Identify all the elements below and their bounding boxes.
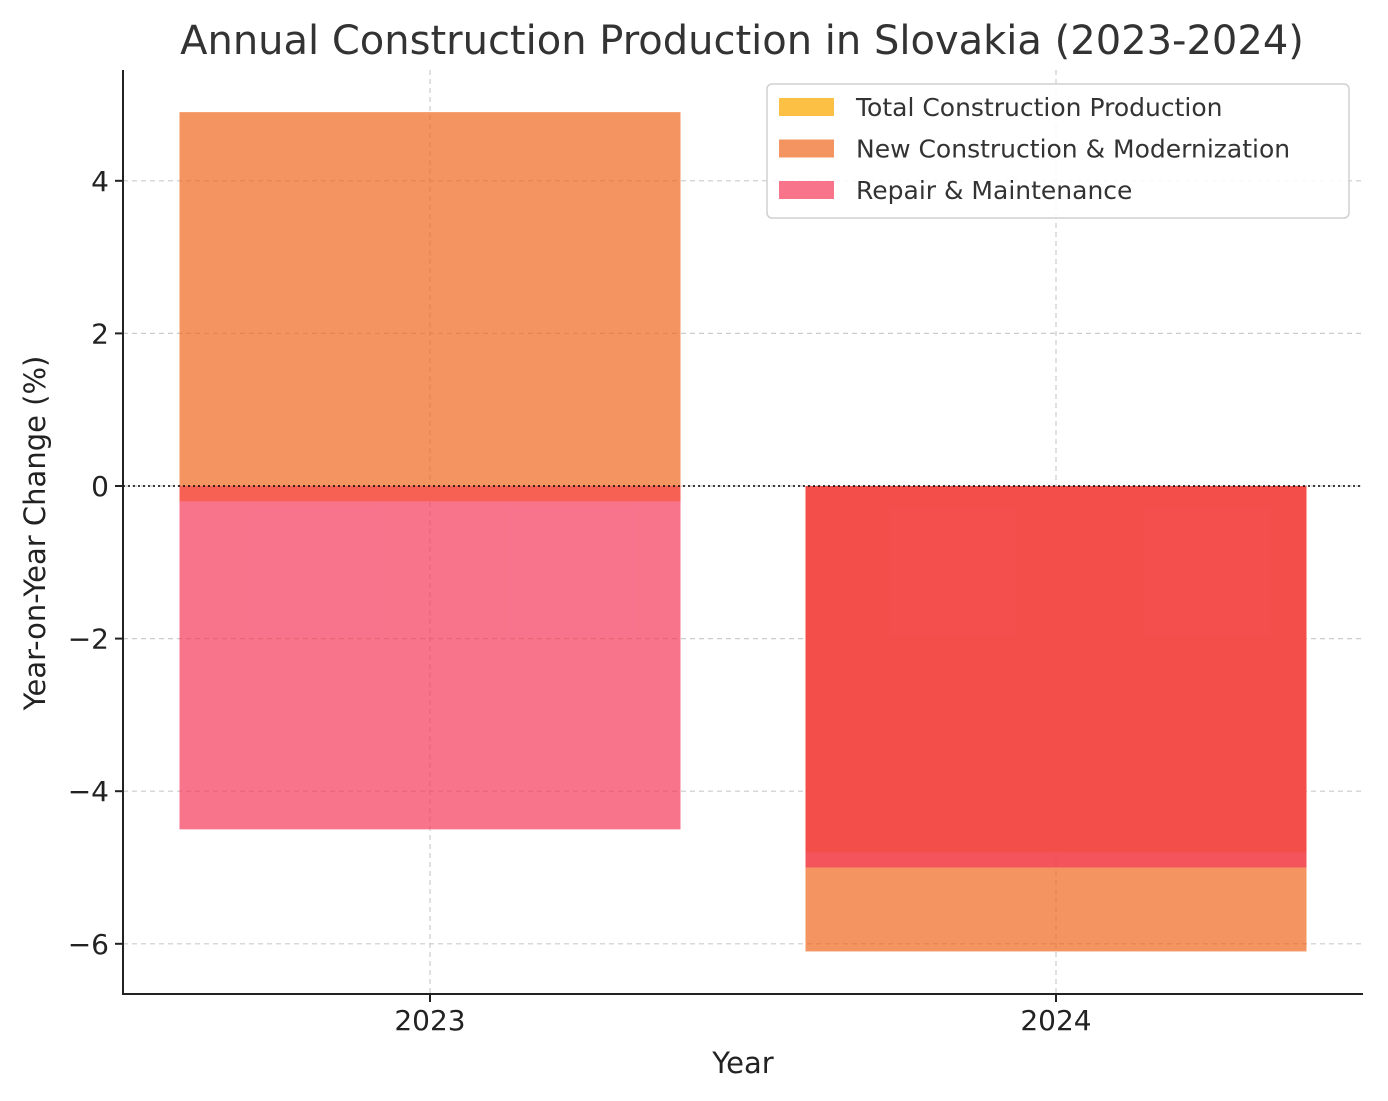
y-tick-label: 4 — [91, 165, 109, 198]
legend-label: Total Construction Production — [855, 93, 1222, 122]
legend-label: Repair & Maintenance — [856, 176, 1132, 205]
x-tick-label: 2023 — [394, 1004, 465, 1037]
bars — [179, 112, 1307, 952]
bar-2024-series-2 — [805, 486, 1307, 868]
y-tick-label: −2 — [68, 623, 109, 656]
legend-box — [766, 83, 1350, 219]
legend-swatch — [779, 98, 834, 116]
chart-title: Annual Construction Production in Slovak… — [180, 18, 1304, 64]
ticks: −6 −4 −2 0 2 4 2023 2024 — [68, 165, 1092, 1037]
axes — [122, 70, 1363, 995]
y-tick-label: −6 — [68, 928, 109, 961]
y-tick-label: −4 — [68, 775, 109, 808]
y-axis-label: Year-on-Year Change (%) — [18, 356, 52, 712]
legend: Total Construction Production New Constru… — [766, 83, 1350, 219]
bar-2023-series-1 — [179, 112, 681, 486]
legend-label: New Construction & Modernization — [856, 135, 1290, 164]
y-tick-label: 2 — [91, 317, 109, 350]
bar-2023-series-2 — [179, 486, 681, 830]
legend-swatch — [779, 139, 834, 158]
y-tick-label: 0 — [91, 470, 109, 503]
legend-swatch — [779, 181, 834, 199]
x-tick-label: 2024 — [1020, 1004, 1091, 1037]
x-axis-label: Year — [711, 1046, 773, 1080]
